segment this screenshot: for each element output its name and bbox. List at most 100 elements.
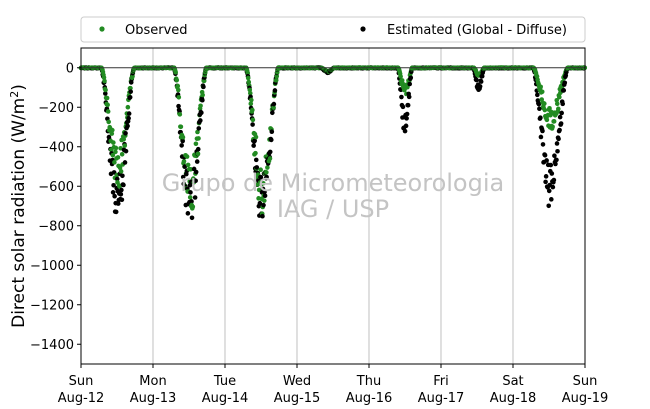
point-observed (176, 94, 182, 100)
point-observed (539, 89, 545, 95)
point-estimated (188, 190, 193, 195)
point-estimated (128, 80, 134, 85)
point-observed (554, 98, 560, 103)
point-estimated (176, 103, 181, 109)
point-estimated (127, 95, 133, 100)
point-estimated (268, 137, 274, 143)
point-estimated (199, 110, 204, 116)
point-estimated (404, 111, 410, 117)
point-observed (195, 151, 201, 157)
point-observed (264, 170, 269, 175)
point-observed (122, 143, 128, 148)
point-estimated (123, 148, 129, 154)
point-estimated (194, 159, 200, 164)
point-estimated (546, 188, 552, 194)
point-estimated (251, 143, 256, 148)
point-estimated (479, 74, 485, 79)
point-observed (547, 105, 552, 111)
point-observed (267, 156, 273, 161)
point-estimated (126, 111, 132, 116)
point-estimated (195, 146, 201, 152)
point-estimated (254, 165, 260, 170)
point-observed (113, 149, 118, 155)
y-axis-title: Direct solar radiation (W/m2) (8, 84, 29, 328)
point-estimated (537, 106, 542, 112)
point-observed (193, 141, 199, 147)
point-estimated (557, 127, 562, 133)
x-tick-label-day: Sun (69, 374, 94, 389)
point-estimated (179, 143, 184, 148)
point-estimated (403, 123, 409, 129)
point-estimated (270, 110, 275, 116)
point-estimated (113, 209, 119, 215)
point-observed (178, 124, 184, 130)
point-observed (105, 109, 111, 114)
point-estimated (115, 201, 121, 206)
point-observed (105, 102, 110, 108)
point-estimated (554, 141, 560, 146)
point-estimated (193, 178, 198, 184)
point-observed (544, 117, 550, 123)
point-observed (185, 162, 191, 168)
point-observed (184, 154, 190, 159)
point-observed (246, 79, 252, 85)
point-observed (187, 195, 193, 200)
point-estimated (548, 162, 554, 168)
x-tick-label-date: Aug-15 (274, 391, 321, 406)
point-estimated (103, 91, 108, 96)
point-observed (128, 85, 133, 91)
point-estimated (549, 171, 555, 176)
point-estimated (536, 101, 542, 107)
point-observed (101, 75, 107, 80)
point-observed (118, 169, 124, 174)
point-estimated (540, 142, 546, 147)
point-observed (556, 106, 561, 112)
point-estimated (267, 149, 273, 155)
data-points (78, 65, 588, 221)
point-estimated (269, 129, 275, 135)
point-observed (121, 137, 127, 142)
plot-frame (80, 47, 586, 365)
point-observed (104, 95, 110, 101)
point-estimated (260, 213, 265, 219)
point-estimated (253, 157, 259, 163)
watermark-line-2: IAG / USP (277, 195, 389, 223)
x-tick-label-day: Tue (213, 374, 236, 389)
point-estimated (408, 75, 414, 81)
point-estimated (561, 88, 567, 93)
point-estimated (553, 161, 558, 167)
y-tick-label: −1000 (30, 259, 74, 274)
point-observed (117, 184, 122, 189)
x-tick-label-date: Aug-16 (346, 391, 393, 406)
x-tick-label-date: Aug-19 (562, 391, 609, 406)
point-estimated (185, 211, 191, 216)
point-estimated (118, 191, 124, 197)
point-estimated (399, 94, 404, 100)
point-observed (271, 105, 276, 110)
point-estimated (262, 193, 268, 199)
point-estimated (123, 131, 128, 136)
point-estimated (252, 138, 257, 144)
point-observed (250, 117, 256, 123)
watermark-line-1: Grupo de Micrometeorologia (162, 169, 504, 197)
point-observed (409, 66, 415, 71)
point-observed (196, 136, 201, 141)
point-estimated (474, 77, 479, 83)
y-tick-label: −1400 (30, 338, 74, 353)
legend-frame (80, 16, 586, 43)
point-observed (245, 75, 251, 81)
point-estimated (560, 101, 566, 107)
point-estimated (262, 189, 267, 195)
point-estimated (552, 153, 557, 158)
x-tick-label-day: Fri (433, 374, 449, 389)
x-tick-label-day: Thu (356, 374, 381, 389)
point-estimated (555, 148, 560, 154)
y-tick-label: −400 (38, 140, 74, 155)
point-estimated (559, 110, 564, 116)
point-observed (551, 119, 557, 124)
point-estimated (402, 128, 408, 134)
legend: Observed Estimated (Global - Diffuse) (80, 16, 586, 43)
point-observed (174, 77, 180, 83)
point-estimated (192, 195, 198, 200)
